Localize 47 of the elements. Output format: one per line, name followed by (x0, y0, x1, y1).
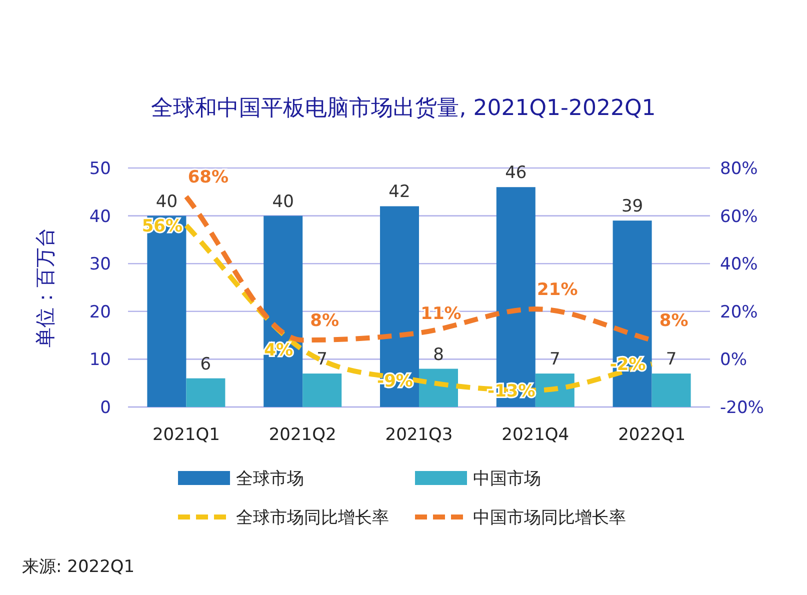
x-tick-label: 2021Q1 (152, 425, 220, 445)
data-label: 7 (666, 350, 677, 370)
data-label: 8% (659, 311, 688, 332)
data-label: 68% (188, 168, 229, 188)
data-label: 7 (316, 350, 328, 370)
bar (302, 374, 342, 407)
data-label: 40 (156, 192, 178, 212)
data-label: 8 (433, 344, 444, 365)
data-label: 21% (537, 280, 578, 300)
y2-tick-label: -20% (720, 398, 764, 418)
data-label: 42 (388, 182, 410, 202)
chart-title: 全球和中国平板电脑市场出货量, 2021Q1-2022Q1 (151, 96, 656, 121)
data-label: 8% (310, 311, 340, 332)
bar (652, 374, 691, 407)
x-tick-label: 2021Q3 (385, 425, 453, 445)
data-label: 6 (200, 354, 212, 374)
y2-tick-label: 60% (720, 206, 758, 227)
bar (535, 374, 574, 407)
y-tick-label: 0 (100, 398, 111, 418)
data-label: 40 (272, 192, 294, 212)
legend-label: 全球市场 (236, 469, 304, 489)
y-tick-label: 50 (89, 159, 111, 179)
source-note: 来源: 2022Q1 (22, 557, 135, 577)
y-tick-label: 30 (89, 254, 111, 275)
y2-tick-label: 40% (720, 254, 758, 275)
x-tick-label: 2022Q1 (618, 425, 686, 445)
x-tick-label: 2021Q4 (502, 425, 570, 445)
y-tick-label: 10 (89, 350, 111, 370)
data-label: 7 (549, 350, 560, 370)
bar (186, 378, 226, 407)
y2-tick-label: 80% (720, 159, 758, 179)
legend-label: 全球市场同比增长率 (236, 508, 389, 528)
bar (612, 220, 652, 407)
y2-tick-label: 20% (720, 302, 758, 322)
legend-label: 中国市场 (473, 469, 541, 489)
y-tick-label: 40 (89, 206, 111, 227)
y2-tick-label: 0% (720, 350, 747, 370)
y-axis-title: 单位：百万台 (33, 228, 57, 348)
data-label: 46 (505, 163, 527, 184)
legend-label: 中国市场同比增长率 (473, 508, 626, 528)
bar (264, 216, 303, 407)
data-label: 39 (621, 196, 644, 217)
data-label: 11% (420, 304, 462, 324)
x-tick-label: 2021Q2 (268, 425, 336, 445)
y-tick-label: 20 (89, 302, 111, 322)
data-label: 4% (264, 340, 294, 361)
bar (419, 368, 458, 407)
